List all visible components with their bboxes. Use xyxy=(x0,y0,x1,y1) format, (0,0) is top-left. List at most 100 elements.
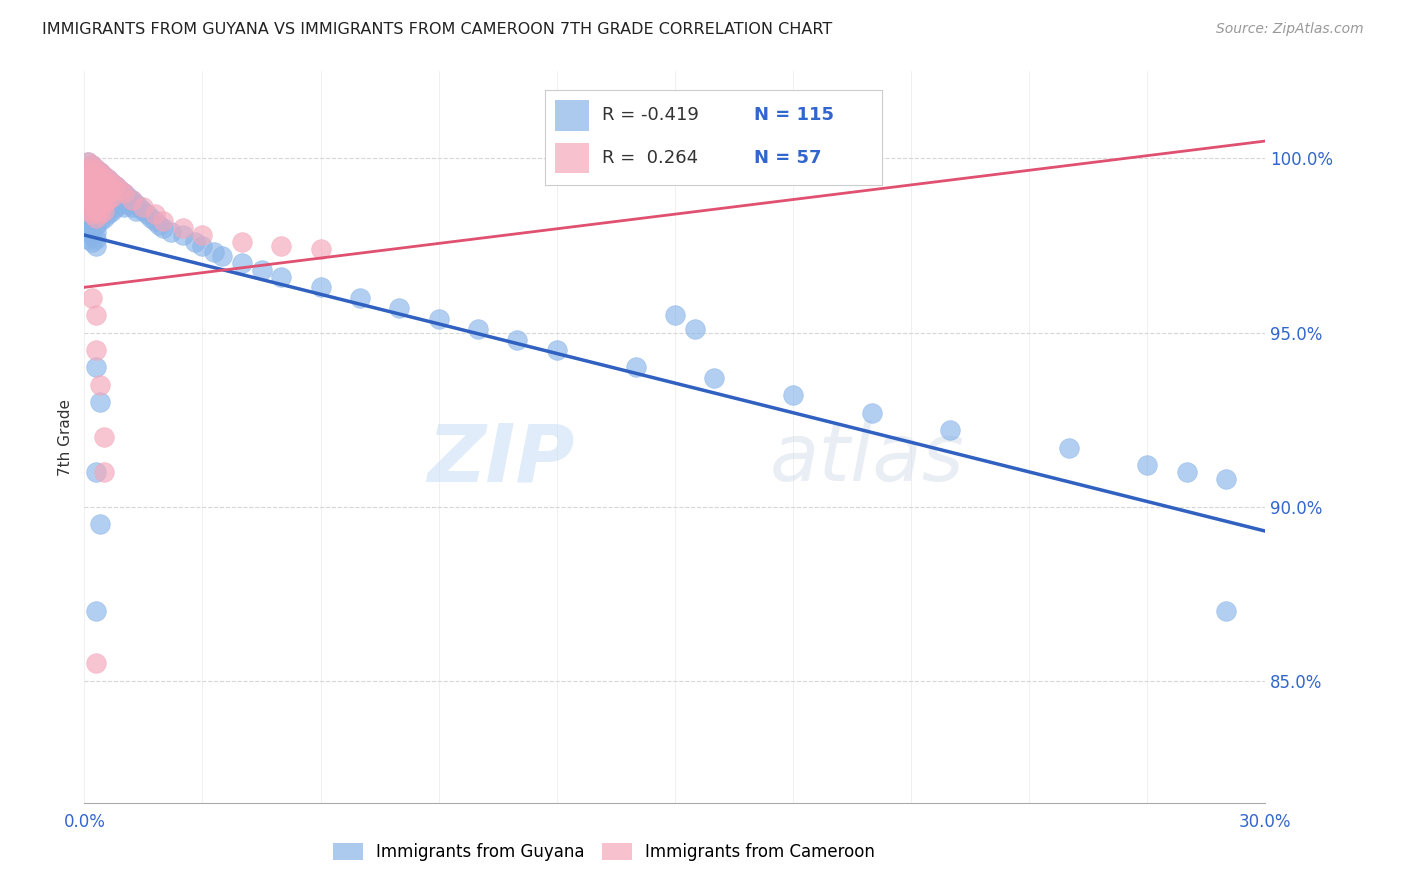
Point xyxy=(89,207,111,221)
Point xyxy=(89,179,111,194)
Point xyxy=(309,280,332,294)
Point xyxy=(82,291,104,305)
Point xyxy=(93,430,115,444)
Point xyxy=(84,231,107,245)
Point xyxy=(101,190,124,204)
Point xyxy=(82,172,104,186)
Point xyxy=(89,214,111,228)
Point xyxy=(93,203,115,218)
Point xyxy=(93,196,115,211)
Point xyxy=(89,193,111,207)
Text: atlas: atlas xyxy=(769,420,965,498)
Point xyxy=(77,176,100,190)
Point xyxy=(97,172,120,186)
Point xyxy=(84,211,107,225)
Point xyxy=(89,207,111,221)
Point xyxy=(82,235,104,249)
Point xyxy=(1175,465,1198,479)
Point xyxy=(84,176,107,190)
Point xyxy=(97,186,120,201)
Point xyxy=(82,158,104,172)
Point xyxy=(124,196,146,211)
Point xyxy=(132,203,155,218)
Point xyxy=(143,207,166,221)
Point xyxy=(84,190,107,204)
Point xyxy=(82,228,104,243)
Point xyxy=(93,203,115,218)
Point xyxy=(82,193,104,207)
Point xyxy=(77,196,100,211)
Point xyxy=(84,183,107,197)
Point xyxy=(84,203,107,218)
Point xyxy=(93,465,115,479)
Point xyxy=(231,256,253,270)
Y-axis label: 7th Grade: 7th Grade xyxy=(58,399,73,475)
Point xyxy=(82,165,104,179)
Point xyxy=(124,203,146,218)
Point xyxy=(84,183,107,197)
Point xyxy=(349,291,371,305)
Point xyxy=(93,196,115,211)
Point xyxy=(101,183,124,197)
Point xyxy=(309,242,332,256)
Point xyxy=(117,190,139,204)
Point xyxy=(101,176,124,190)
Point xyxy=(172,221,194,235)
Point xyxy=(112,186,135,201)
Point xyxy=(97,207,120,221)
Point xyxy=(211,249,233,263)
Point xyxy=(93,190,115,204)
Point xyxy=(84,196,107,211)
Point xyxy=(93,176,115,190)
Point xyxy=(82,186,104,201)
Point xyxy=(143,214,166,228)
Point xyxy=(172,228,194,243)
Point xyxy=(108,183,131,197)
Point xyxy=(104,179,127,194)
Point xyxy=(97,193,120,207)
Point xyxy=(97,200,120,214)
Point xyxy=(84,203,107,218)
Point xyxy=(77,161,100,176)
Point xyxy=(101,196,124,211)
Point xyxy=(104,193,127,207)
Point xyxy=(84,190,107,204)
Point xyxy=(270,238,292,252)
Point xyxy=(664,308,686,322)
Point xyxy=(101,203,124,218)
Point xyxy=(84,465,107,479)
Point xyxy=(82,214,104,228)
Point xyxy=(93,183,115,197)
Point xyxy=(89,517,111,532)
Point xyxy=(89,172,111,186)
Point xyxy=(191,238,214,252)
Point xyxy=(108,183,131,197)
Point xyxy=(82,200,104,214)
Point xyxy=(84,211,107,225)
Point xyxy=(77,176,100,190)
Point xyxy=(84,238,107,252)
Point xyxy=(77,190,100,204)
Point xyxy=(270,269,292,284)
Point xyxy=(82,165,104,179)
Point xyxy=(89,179,111,194)
Point xyxy=(108,196,131,211)
Point xyxy=(148,218,170,232)
Point xyxy=(77,183,100,197)
Point xyxy=(104,186,127,201)
Point xyxy=(93,183,115,197)
Point xyxy=(82,193,104,207)
Point xyxy=(77,218,100,232)
Point xyxy=(939,423,962,437)
Point xyxy=(89,186,111,201)
Point xyxy=(93,211,115,225)
Point xyxy=(388,301,411,316)
Point xyxy=(84,308,107,322)
Point xyxy=(77,169,100,183)
Point xyxy=(860,406,883,420)
Point xyxy=(183,235,205,249)
Point xyxy=(77,169,100,183)
Point xyxy=(101,183,124,197)
Point xyxy=(117,196,139,211)
Point xyxy=(427,311,450,326)
